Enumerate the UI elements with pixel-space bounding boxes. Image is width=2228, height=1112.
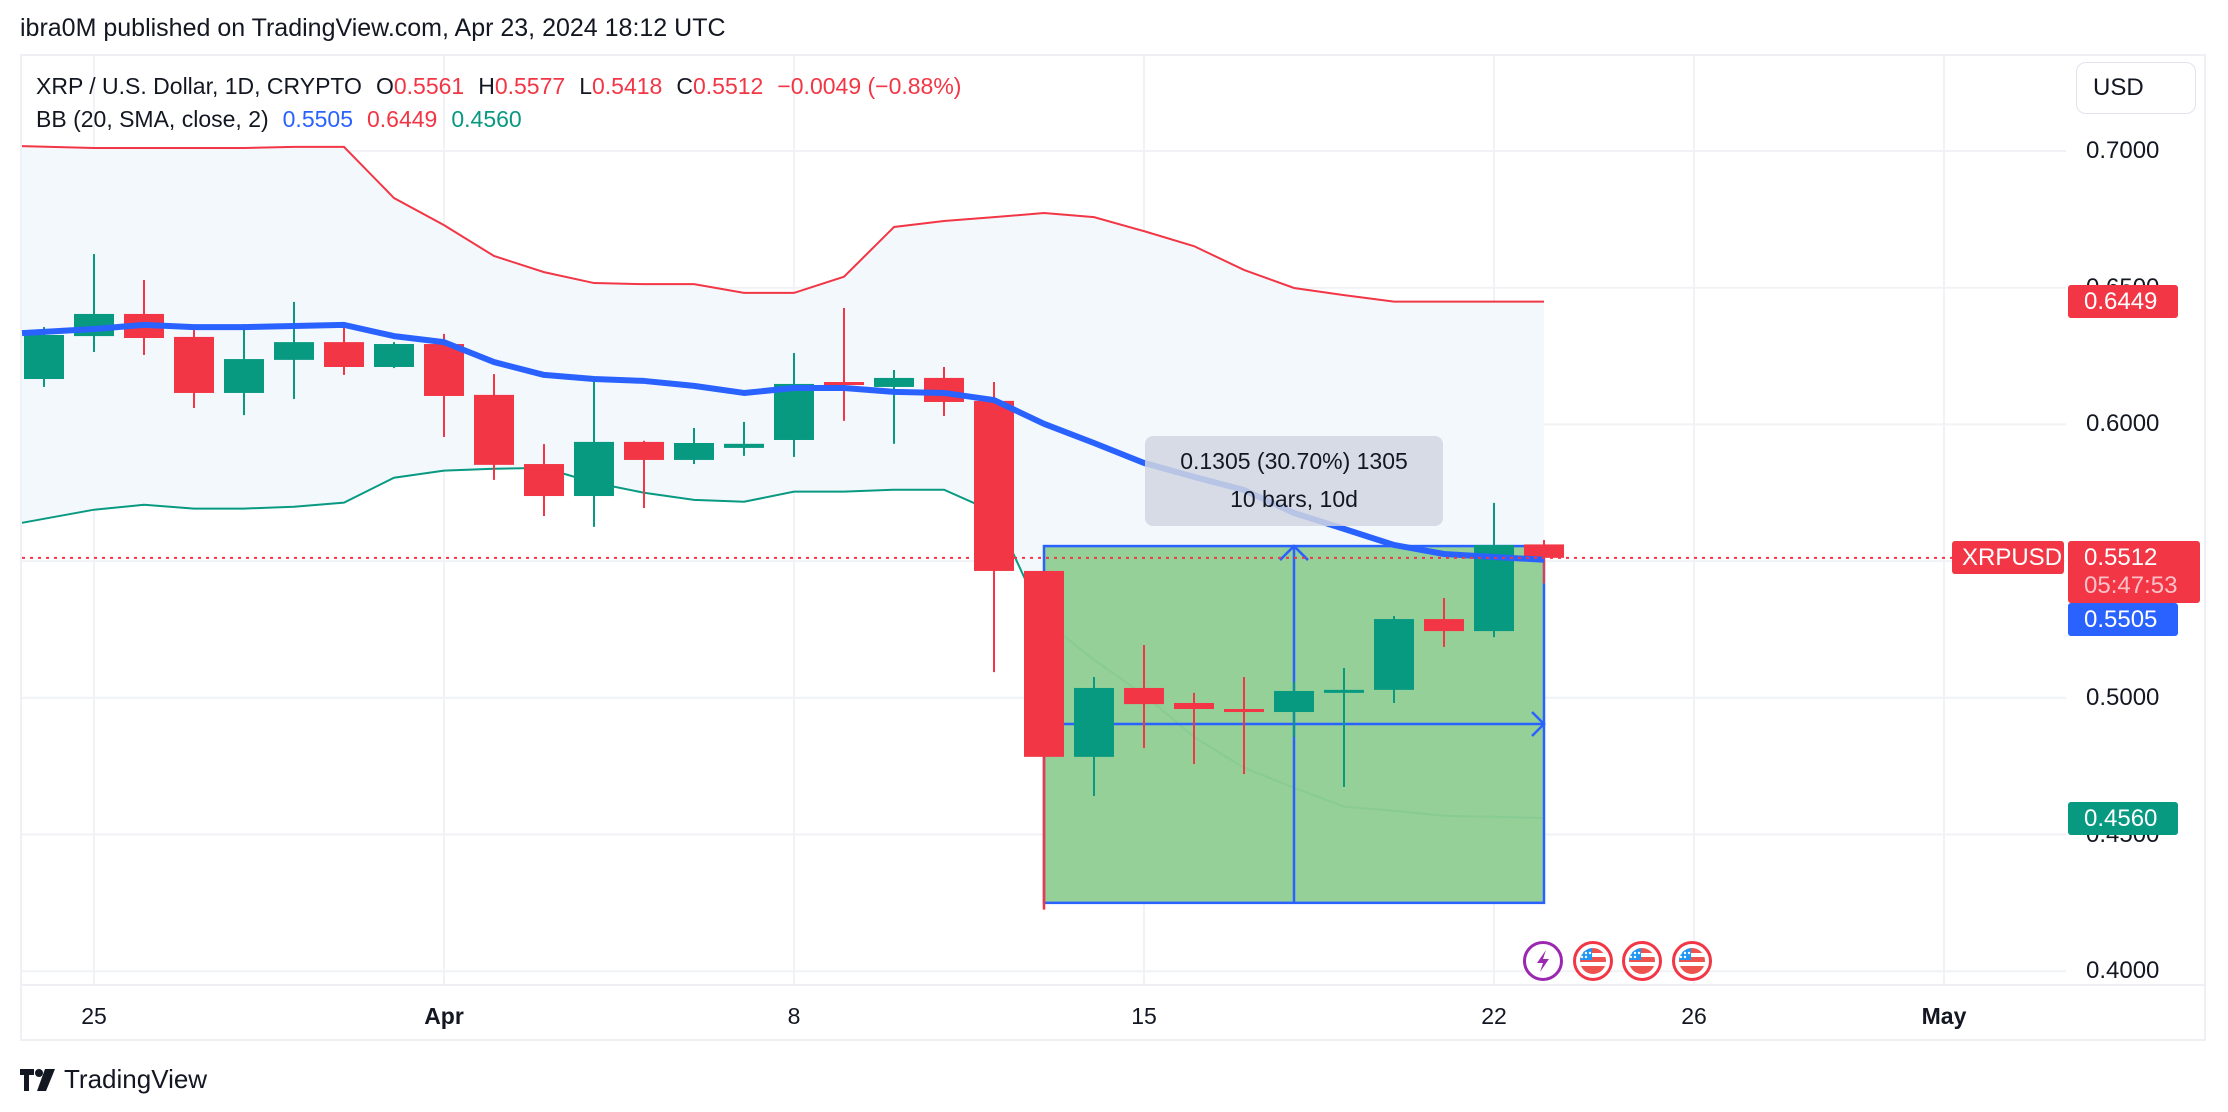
us-flag-icon[interactable] [1622,941,1662,981]
time-tick: 15 [1131,1003,1157,1029]
change-value: −0.0049 (−0.88%) [777,73,962,99]
symbol-title[interactable]: XRP / U.S. Dollar, 1D, CRYPTO [36,73,362,99]
brand-name: TradingView [64,1064,208,1094]
price-tick: 0.6000 [2086,410,2160,438]
last-price-value: 0.5512 [2084,544,2158,571]
publish-caption: ibra0M published on TradingView.com, Apr… [20,14,726,42]
low-value: 0.5418 [591,73,663,99]
price-tick: 0.5000 [2086,683,2160,711]
tradingview-logo-icon [20,1068,55,1091]
measure-bars-range: 10 bars, 10d [1230,486,1358,512]
currency-button[interactable]: USD [2076,62,2196,114]
bb-upper-value: 0.6449 [367,106,438,132]
price-tick: 0.7000 [2086,137,2160,164]
us-flag-icon[interactable] [1572,941,1613,981]
candle[interactable] [1224,677,1264,775]
price-tick: 0.4000 [2086,957,2160,985]
bb-lower-price-label: 0.4560 [2068,802,2178,835]
time-tick: 25 [81,1003,107,1029]
candle[interactable] [374,342,414,369]
candle[interactable] [24,327,64,387]
candle[interactable] [1124,645,1164,749]
bar-countdown: 05:47:53 [2084,572,2178,599]
candle[interactable] [424,333,464,437]
candle[interactable] [1174,692,1214,764]
candle[interactable] [1524,540,1564,584]
close-value: 0.5512 [692,73,764,99]
time-tick: 22 [1481,1003,1507,1029]
candle[interactable] [324,322,364,375]
candle[interactable] [1424,598,1464,647]
bb-indicator-title[interactable]: BB (20, SMA, close, 2) [36,106,269,132]
candle[interactable] [1074,677,1114,796]
open-value: 0.5561 [393,73,465,99]
us-flag-icon[interactable] [1671,941,1712,981]
low-label: L [579,73,592,99]
candle[interactable] [1274,681,1314,737]
bb-basis-price-label: 0.5505 [2068,603,2178,636]
candle[interactable] [524,444,564,516]
tradingview-logo[interactable]: TradingView [20,1064,207,1095]
candle[interactable] [724,421,764,456]
candle[interactable] [1374,616,1414,703]
candle[interactable] [574,379,614,527]
bollinger-upper-line [21,145,1544,303]
candle[interactable] [974,382,1014,673]
time-tick: 8 [787,1003,801,1029]
candle[interactable] [874,369,914,444]
bb-lower-value: 0.4560 [451,106,522,132]
candle[interactable] [824,307,864,421]
measure-info-box: 0.1305 (30.70%) 1305 10 bars, 10d [1145,436,1443,526]
close-label: C [676,73,693,99]
candle[interactable] [274,301,314,399]
grid-lines [22,56,2206,986]
high-label: H [478,73,495,99]
measure-price-change: 0.1305 (30.70%) 1305 [1180,448,1408,474]
symbol-price-tag: XRPUSD [1952,541,2064,574]
lightning-icon[interactable] [1523,941,1563,981]
candle[interactable] [174,330,214,408]
candle[interactable] [1024,570,1064,909]
time-tick: 26 [1681,1003,1707,1029]
high-value: 0.5577 [494,73,566,99]
candle[interactable] [674,427,714,465]
candle[interactable] [774,353,814,457]
candle[interactable] [474,374,514,480]
open-label: O [375,73,394,99]
candle[interactable] [224,324,264,416]
time-tick: Apr [424,1003,464,1029]
chart-frame [20,54,2206,1041]
last-price-label: 0.5512 05:47:53 [2068,541,2200,603]
candle[interactable] [1324,667,1364,787]
bb-upper-price-label: 0.6449 [2068,285,2178,318]
bb-basis-value: 0.5505 [282,106,353,132]
candle[interactable] [624,440,664,509]
time-tick: May [1921,1003,1967,1029]
